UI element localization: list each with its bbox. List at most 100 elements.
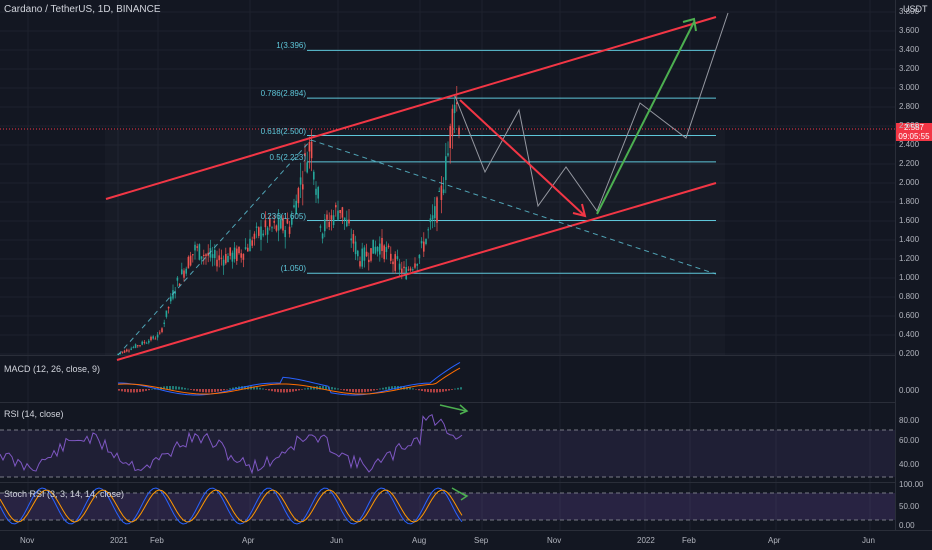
stoch-rsi-label[interactable]: Stoch RSI (3, 3, 14, 14, close) — [4, 489, 125, 499]
last-price-tag: 2.587 09:05:55 — [896, 123, 932, 141]
price-axis-tick: 2.400 — [899, 140, 920, 149]
macd-histogram-bar — [385, 387, 387, 390]
candle-body — [308, 142, 311, 152]
macd-histogram-bar — [142, 389, 144, 392]
candle-body — [394, 254, 396, 271]
macd-histogram-bar — [337, 388, 339, 390]
macd-histogram-bar — [430, 389, 432, 393]
macd-histogram-bar — [277, 389, 279, 393]
candle-body — [315, 188, 317, 195]
macd-histogram-bar — [295, 389, 297, 392]
candle-body — [163, 322, 165, 325]
candle-body — [445, 156, 447, 181]
macd-histogram-bar — [196, 389, 198, 392]
fib-level-label: (1.050) — [280, 264, 306, 274]
candle-body — [266, 227, 269, 235]
candle-body — [348, 219, 350, 224]
pane-divider[interactable] — [0, 482, 895, 483]
candle-body — [407, 269, 410, 271]
rsi-band — [0, 430, 895, 477]
macd-histogram-bar — [271, 389, 273, 392]
channel-upper-line[interactable] — [105, 16, 717, 200]
macd-histogram-bar — [439, 389, 441, 393]
macd-label[interactable]: MACD (12, 26, close, 9) — [4, 364, 101, 374]
currency-label[interactable]: USDT — [903, 4, 928, 14]
time-axis-tick: Aug — [412, 536, 427, 545]
candle-body — [332, 215, 335, 226]
dashed-trend-up[interactable] — [117, 139, 312, 356]
channel-lower-line[interactable] — [116, 182, 717, 361]
candle-body — [176, 277, 179, 281]
macd-histogram-bar — [370, 389, 372, 392]
price-axis-tick: 2.600 — [899, 121, 920, 130]
candle-body — [324, 219, 326, 232]
rsi-pane[interactable] — [0, 414, 895, 478]
dashed-trend-down[interactable] — [310, 139, 717, 275]
macd-histogram-bar — [265, 389, 267, 390]
macd-histogram-bar — [427, 389, 429, 393]
candle-body — [222, 259, 225, 266]
candle-body — [260, 226, 262, 240]
macd-histogram-bar — [445, 389, 447, 392]
candle-body — [247, 247, 249, 252]
candle-body — [429, 218, 432, 223]
candle-body — [148, 340, 150, 343]
candle-body — [319, 226, 322, 228]
macd-histogram-bar — [388, 386, 390, 390]
macd-histogram-bar — [457, 387, 459, 390]
candle-body — [304, 153, 306, 157]
macd-histogram-bar — [346, 389, 348, 392]
rsi-axis-tick: 40.00 — [899, 460, 920, 469]
candle-body — [194, 244, 196, 251]
price-axis-tick: 1.200 — [899, 254, 920, 263]
macd-histogram-bar — [415, 389, 417, 390]
stoch-rsi-pane[interactable] — [0, 487, 895, 525]
macd-histogram-bar — [322, 386, 324, 390]
pane-divider[interactable] — [0, 355, 895, 356]
macd-histogram-bar — [409, 387, 411, 390]
symbol-title[interactable]: Cardano / TetherUS, 1D, BINANCE — [4, 4, 161, 15]
candle-body — [317, 187, 319, 199]
candle-body — [451, 108, 454, 137]
candle-body — [273, 220, 275, 223]
candle-body — [293, 205, 295, 208]
macd-histogram-bar — [217, 389, 219, 392]
candle-body — [119, 353, 121, 355]
pane-divider[interactable] — [0, 402, 895, 403]
price-axis-tick: 1.000 — [899, 273, 920, 282]
macd-histogram-bar — [313, 386, 315, 390]
candle-body — [297, 188, 300, 204]
candle-body — [225, 253, 227, 264]
candle-body — [159, 332, 161, 334]
projection-down-arrow[interactable] — [459, 99, 586, 217]
macd-histogram-bar — [436, 389, 438, 393]
time-axis-divider — [0, 530, 932, 531]
candle-body — [405, 267, 407, 280]
macd-histogram-bar — [331, 387, 333, 390]
macd-histogram-bar — [256, 387, 258, 390]
macd-histogram-bar — [340, 389, 342, 390]
rsi-label[interactable]: RSI (14, close) — [4, 409, 64, 419]
candle-body — [209, 248, 212, 258]
macd-histogram-bar — [352, 389, 354, 393]
rsi-divergence-line[interactable] — [439, 404, 467, 412]
candle-body — [458, 127, 460, 135]
macd-histogram-bar — [421, 389, 423, 392]
candle-body — [337, 210, 339, 220]
candle-body — [150, 336, 152, 341]
macd-pane[interactable] — [117, 361, 462, 396]
candle-body — [302, 184, 304, 190]
candle-body — [200, 256, 203, 259]
candle-body — [211, 254, 214, 258]
projection-up-arrow[interactable] — [596, 21, 695, 215]
time-axis-tick: 2021 — [110, 536, 128, 545]
candle-body — [218, 255, 220, 261]
candle-body — [236, 248, 238, 261]
candle-body — [339, 209, 341, 214]
projection-path[interactable] — [454, 12, 729, 213]
candle-body — [313, 171, 315, 180]
macd-histogram-bar — [133, 389, 135, 393]
candle-body — [354, 241, 357, 255]
macd-line — [117, 361, 461, 396]
